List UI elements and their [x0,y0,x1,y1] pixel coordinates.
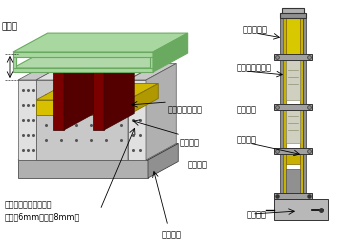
Polygon shape [93,70,104,130]
Polygon shape [13,49,188,68]
Polygon shape [274,54,312,60]
Polygon shape [128,64,176,80]
Polygon shape [53,70,64,130]
Polygon shape [53,53,94,70]
Text: モルタル: モルタル [237,136,257,144]
Polygon shape [274,148,312,154]
Text: 貫通ボルト: 貫通ボルト [243,25,268,35]
Polygon shape [274,104,312,110]
Polygon shape [286,106,300,143]
Text: アンカー: アンカー [162,230,182,239]
Text: 根固めモルタル: 根固めモルタル [168,105,203,114]
Polygon shape [283,18,286,196]
Polygon shape [18,64,66,80]
Polygon shape [36,83,158,100]
Polygon shape [13,52,153,57]
Polygon shape [274,199,328,220]
Polygon shape [300,18,303,196]
Polygon shape [146,64,176,160]
Text: 既設高欄: 既設高欄 [237,106,257,114]
Polygon shape [303,18,306,196]
Polygon shape [36,100,128,115]
Text: 既設高欄: 既設高欄 [180,138,200,147]
Text: アンカー: アンカー [247,210,267,219]
Polygon shape [148,143,178,178]
Polygon shape [286,60,300,100]
Polygon shape [18,160,148,178]
Polygon shape [18,80,36,160]
Polygon shape [150,57,153,68]
Polygon shape [128,80,146,160]
Polygon shape [282,8,304,16]
Polygon shape [128,64,158,160]
Polygon shape [13,68,153,72]
Polygon shape [104,53,134,130]
Polygon shape [280,13,306,18]
Polygon shape [13,57,16,68]
Polygon shape [286,169,300,196]
Polygon shape [286,18,300,55]
Polygon shape [18,143,178,160]
Text: 高韧性セメントボード: 高韧性セメントボード [5,200,52,209]
Polygon shape [93,53,134,70]
Polygon shape [64,53,94,130]
Text: モルタル: モルタル [188,160,208,169]
Polygon shape [280,18,283,196]
Text: 崩上げ: 崩上げ [2,22,18,31]
Polygon shape [286,149,300,164]
Polygon shape [128,83,158,115]
Polygon shape [153,33,188,72]
Polygon shape [274,193,312,199]
Polygon shape [36,64,158,80]
Polygon shape [36,80,128,160]
Text: （単な6mmまたは8mm）: （単な6mmまたは8mm） [5,212,80,221]
Polygon shape [13,33,188,52]
Text: 根固めモルタル: 根固めモルタル [237,64,272,73]
